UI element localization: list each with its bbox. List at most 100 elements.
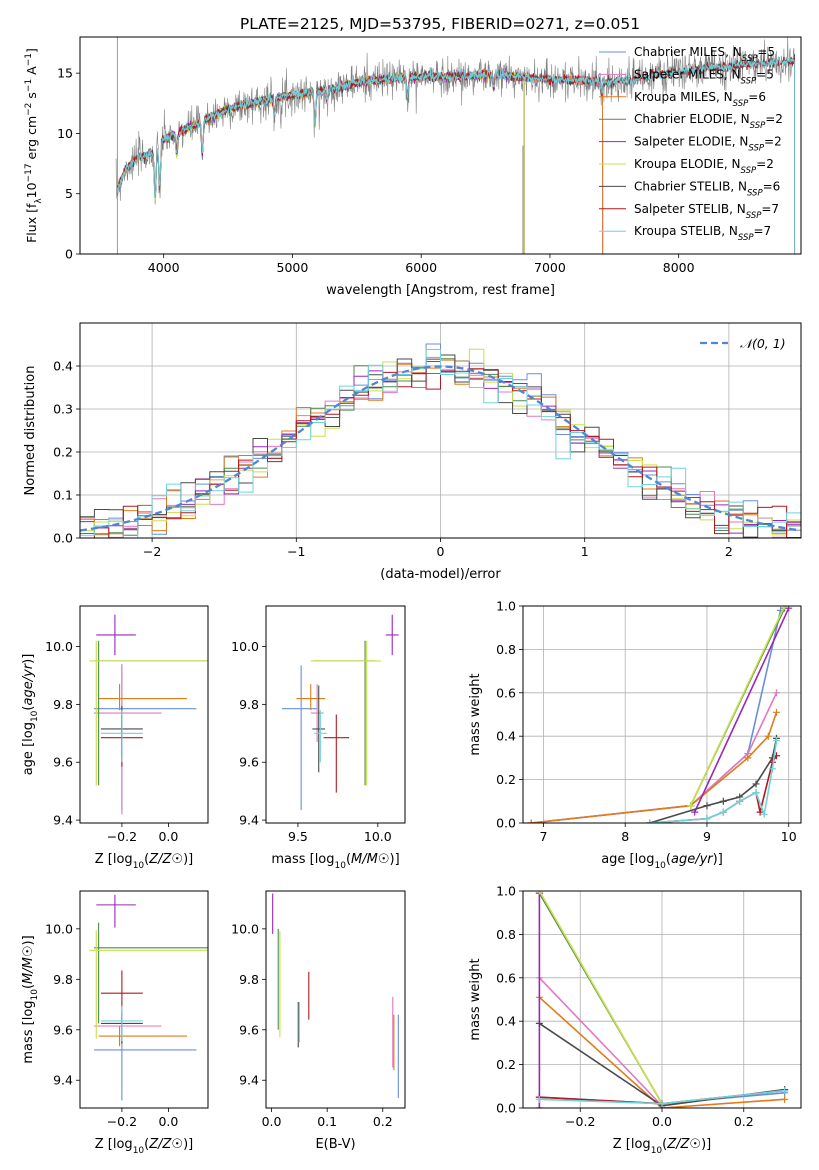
legend-label: Chabrier STELIB, N bbox=[634, 179, 747, 193]
x-axis-label: (data-model)/error bbox=[380, 567, 501, 582]
y-tick-label: 0.0 bbox=[53, 531, 73, 546]
y-tick-label: 0.8 bbox=[496, 642, 516, 657]
x-tick-label: 0.2 bbox=[373, 1114, 393, 1129]
x-tick-label: 6000 bbox=[405, 260, 437, 275]
label-part: ( bbox=[662, 1137, 667, 1152]
weight-marker-chabrier-stelib bbox=[752, 780, 760, 788]
legend-entry-salpeter-stelib: Salpeter STELIB, NSSP=7 bbox=[634, 202, 779, 221]
x-tick-label: 10 bbox=[781, 829, 797, 844]
weight-marker-kroupa-elodie bbox=[687, 802, 695, 810]
x-tick-label: 0.0 bbox=[652, 1114, 672, 1129]
y-tick-label: 9.8 bbox=[239, 972, 259, 987]
legend-entry-salpeter-miles: Salpeter MILES, NSSP=5 bbox=[634, 67, 774, 86]
label-part: Z [log bbox=[95, 1137, 133, 1152]
y-tick-label: 0.3 bbox=[53, 402, 73, 417]
label-part: 10 bbox=[651, 1146, 663, 1156]
label-part: Z/Z☉ bbox=[148, 852, 183, 867]
weight-marker-kroupa-stelib bbox=[760, 810, 768, 818]
weight-marker-kroupa-stelib bbox=[703, 815, 711, 823]
weight-marker-kroupa-stelib bbox=[736, 797, 744, 805]
x-tick-label: 8 bbox=[621, 829, 629, 844]
plot-area-age_vs_mass bbox=[281, 614, 399, 810]
legend-sub: SSP bbox=[750, 121, 766, 131]
weight-line-salpeter-elodie bbox=[693, 607, 790, 813]
y-tick-label: 10 bbox=[57, 126, 73, 141]
y-tick-label: 9.6 bbox=[239, 1022, 259, 1037]
x-axis-label: E(B-V) bbox=[315, 1137, 355, 1152]
label-part: −1 bbox=[24, 79, 34, 92]
label-part: )] bbox=[21, 654, 36, 664]
label-part: Flux [f bbox=[24, 203, 39, 243]
x-tick-label: 0.0 bbox=[158, 1114, 178, 1129]
label-part: ( bbox=[144, 1137, 149, 1152]
x-tick-label: −0.2 bbox=[107, 829, 137, 844]
weight-line-chabrier-stelib bbox=[649, 738, 778, 823]
label-part: −2 bbox=[24, 103, 34, 116]
x-tick-label: 9 bbox=[703, 829, 711, 844]
weight-marker-kroupa-stelib bbox=[719, 808, 727, 816]
x-tick-label: 0.0 bbox=[262, 1114, 282, 1129]
legend-entry-chabrier-elodie: Chabrier ELODIE, NSSP=2 bbox=[634, 112, 783, 131]
label-part: −17 bbox=[24, 163, 34, 182]
legend-count: =2 bbox=[756, 157, 774, 171]
label-part: erg cm bbox=[24, 116, 39, 164]
y-tick-label: 0.1 bbox=[53, 488, 73, 503]
y-tick-label: 0.8 bbox=[496, 927, 516, 942]
weight-line-kroupa-stelib bbox=[649, 740, 778, 823]
y-tick-label: 9.4 bbox=[239, 1073, 259, 1088]
label-part: )] bbox=[183, 1137, 193, 1152]
legend-entry-salpeter-elodie: Salpeter ELODIE, NSSP=2 bbox=[634, 135, 782, 154]
weight-marker-kroupa-miles bbox=[781, 1095, 789, 1103]
y-axis-label: mass weight bbox=[468, 673, 483, 755]
legend-label: Salpeter MILES, N bbox=[634, 67, 741, 81]
legend-sub: SSP bbox=[747, 188, 763, 198]
plot-area-mass_vs_ebv bbox=[272, 893, 399, 1098]
label-part: 10 bbox=[133, 861, 145, 871]
y-tick-label: 0.2 bbox=[53, 445, 73, 460]
x-tick-label: −0.2 bbox=[107, 1114, 137, 1129]
label-part: ( bbox=[21, 984, 36, 989]
axes-frame bbox=[522, 605, 802, 824]
y-tick-label: 9.6 bbox=[53, 755, 73, 770]
legend-label: Chabrier ELODIE, N bbox=[634, 112, 750, 126]
weight-marker-chabrier-stelib bbox=[703, 802, 711, 810]
x-tick-label: 0.2 bbox=[734, 1114, 754, 1129]
legend-entry-kroupa-elodie: Kroupa ELODIE, NSSP=2 bbox=[634, 157, 774, 176]
x-tick-label: −1 bbox=[287, 544, 305, 559]
label-part: 10 bbox=[30, 989, 40, 1001]
legend-sub: SSP bbox=[746, 211, 762, 221]
label-part: M/M☉ bbox=[21, 945, 36, 983]
model-line-chabrier-miles bbox=[117, 70, 604, 254]
figure-title: PLATE=2125, MJD=53795, FIBERID=0271, z=0… bbox=[240, 15, 640, 33]
y-tick-label: 0.4 bbox=[53, 359, 73, 374]
y-tick-label: 9.8 bbox=[53, 697, 73, 712]
label-part: −1 bbox=[24, 53, 34, 66]
x-tick-label: 4000 bbox=[148, 260, 180, 275]
weight-marker-kroupa-elodie bbox=[781, 606, 789, 610]
y-tick-label: 0.6 bbox=[496, 685, 516, 700]
legend-count: =7 bbox=[761, 202, 779, 216]
y-axis-label: mass [log10(M/M☉)] bbox=[21, 935, 40, 1063]
legend-entry-kroupa-miles: Kroupa MILES, NSSP=6 bbox=[634, 90, 766, 109]
y-tick-label: 9.8 bbox=[239, 697, 259, 712]
label-part: ] bbox=[24, 48, 39, 53]
label-part: M/M☉ bbox=[351, 852, 389, 867]
label-part: )] bbox=[390, 852, 400, 867]
weight-line-chabrier-miles bbox=[531, 610, 782, 823]
axes-frame bbox=[522, 890, 802, 1109]
x-axis-label: Z [log10(Z/Z☉)] bbox=[613, 1137, 711, 1156]
legend-sub: SSP bbox=[741, 76, 757, 86]
weight-marker-chabrier-stelib bbox=[535, 1019, 543, 1027]
legend-sub: SSP bbox=[741, 166, 757, 176]
y-tick-label: 10.0 bbox=[45, 639, 73, 654]
weight-marker-kroupa-miles bbox=[772, 708, 780, 716]
plot-area-Z_massweight bbox=[535, 891, 789, 1108]
label-part: ( bbox=[666, 852, 671, 867]
y-tick-label: 15 bbox=[57, 66, 73, 81]
weight-line-kroupa-elodie bbox=[538, 891, 663, 1105]
x-tick-label: 0.1 bbox=[317, 1114, 337, 1129]
y-tick-label: 0.0 bbox=[496, 816, 516, 831]
x-axis-label: mass [log10(M/M☉)] bbox=[271, 852, 399, 871]
x-axis-label: Z [log10(Z/Z☉)] bbox=[95, 852, 193, 871]
legend-label: Chabrier MILES, N bbox=[634, 45, 742, 59]
